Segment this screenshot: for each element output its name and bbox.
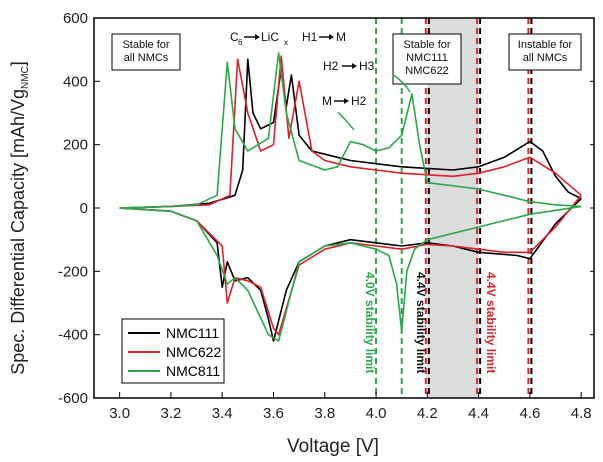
x-tick-label: 3.0 [109,405,130,422]
x-tick-label: 4.4 [468,405,489,422]
x-axis-ticks: 3.0 3.2 3.4 3.6 3.8 4.0 4.2 4.4 4.6 4.8 [109,392,592,422]
arrow-head [255,34,260,40]
series-nmc811-discharge [119,205,582,342]
annotation-stable-all-box-line: Stable for [122,39,169,51]
green-arrow-mh2 [337,111,355,131]
c6-sub: 6 [238,38,243,47]
annotation-instable-box-line: Instable for [518,39,573,51]
h2-label: H2 [323,59,339,73]
legend-entry-nmc111: NMC111 [166,325,219,341]
y-axis-label: Spec. Differential Capacity [mAh/VgNMC] [8,61,31,375]
y-tick-label: 600 [63,10,88,27]
legend: NMC111 NMC622 NMC811 [121,318,225,384]
annotation-instable-box-line: all NMCs [523,52,568,64]
annotation-stable-all-box-line: all NMCs [124,52,169,64]
y-tick-label: 200 [63,137,88,154]
annotation-stable-111-622-box [392,33,462,85]
annotation-stable-all-box [111,33,181,71]
m2-label: M [322,94,332,108]
green-arrow-h2h3 [391,73,411,93]
arrow-head [329,34,334,40]
annotation-stable-111-622-box-line: NMC111 [406,52,448,64]
series-nmc111-charge [119,58,582,209]
series-layer [119,51,582,342]
limit-4-4-red-label: 4.4V stability limit [484,272,498,373]
h1-label: H1 [302,30,318,44]
x-tick-label: 4.6 [519,405,540,422]
series-nmc622-discharge [119,194,582,336]
licx-sub: x [284,38,288,47]
y-tick-label: -200 [58,263,88,280]
h2b-label: H2 [351,94,367,108]
annotation-text: C 6 LiC x H1 M H2 H3 M H2 4.0V stability limit 4.4V… [230,30,498,373]
limit-4-4-black-label: 4.4V stability limit [414,272,428,373]
licx-label: LiC [261,30,279,44]
x-axis-label: Voltage [V] [287,436,379,457]
m-label: M [336,30,346,44]
x-tick-label: 3.4 [212,405,233,422]
annotation-instable-box [508,33,582,71]
annotation-stable-111-622-box-line: Stable for [403,39,450,51]
limit-4-0-label: 4.0V stability limit [363,272,377,373]
x-tick-label: 4.2 [417,405,438,422]
legend-entry-nmc622: NMC622 [166,344,221,360]
y-tick-label: 0 [80,200,88,217]
x-tick-label: 4.8 [571,405,592,422]
x-tick-label: 3.8 [314,405,335,422]
x-tick-label: 3.2 [160,405,181,422]
h3-label: H3 [359,59,375,73]
arrow-head [344,98,349,104]
y-tick-label: 400 [63,73,88,90]
y-axis-ticks: -600 -400 -200 0 200 400 600 [58,10,594,407]
series-nmc811-charge [119,51,582,209]
c6-label: C [230,30,239,44]
series-nmc111-discharge [119,197,582,342]
annotation-stable-111-622-box-line: NMC622 [405,65,448,77]
y-tick-label: -600 [58,390,88,407]
y-tick-label: -400 [58,327,88,344]
arrow-head [352,63,357,69]
legend-entry-nmc811: NMC811 [166,363,220,379]
x-tick-label: 4.0 [366,405,387,422]
x-tick-label: 3.6 [263,405,284,422]
series-nmc622-charge [119,55,582,209]
